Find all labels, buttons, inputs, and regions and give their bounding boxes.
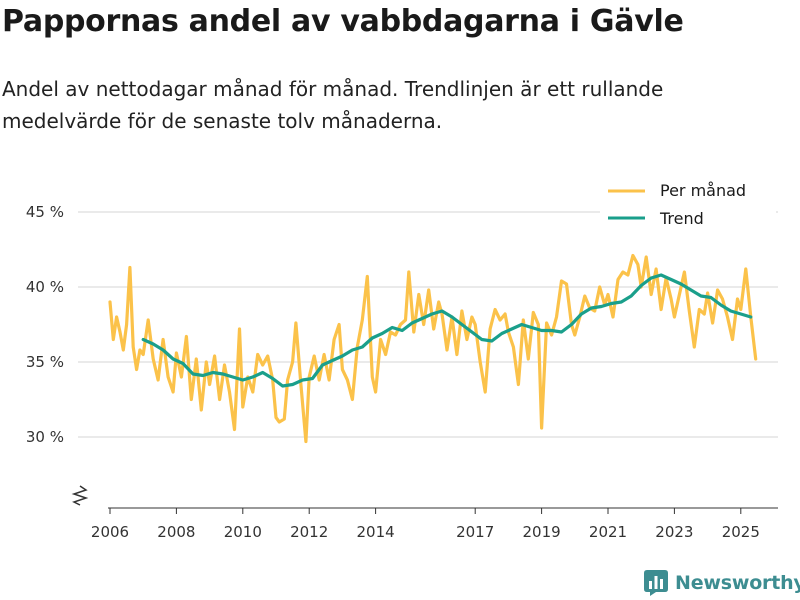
y-tick-label: 35 % [26,353,64,371]
brand-logo: Newsworthy [644,570,800,596]
series-line-per-manad [108,253,758,444]
brand-name: Newsworthy [675,572,800,594]
chart-subtitle: Andel av nettodagar månad för månad. Tre… [2,77,664,133]
chart-title: Pappornas andel av vabbdagarna i Gävle [2,4,684,39]
x-tick-label: 2017 [456,523,494,541]
legend-label-trend: Trend [659,209,704,228]
legend-label-per-manad: Per månad [660,181,746,200]
x-tick-label: 2006 [91,523,129,541]
x-tick-label: 2021 [589,523,627,541]
legend-background [600,176,776,236]
axes [71,485,778,509]
x-tick-label: 2010 [224,523,262,541]
series-line-trend [141,273,753,388]
x-tick-label: 2023 [655,523,693,541]
y-tick-label: 45 % [26,203,64,221]
legend: Per månad Trend [600,176,776,236]
series-lines [108,253,758,444]
axis-break-icon [71,485,89,506]
x-tick-label: 2014 [357,523,395,541]
bar-chart-icon [644,570,668,596]
tick-labels: 30 % 35 % 40 % 45 % 2006 2008 2010 2012 2014 2017… [26,203,760,541]
x-tick-label: 2008 [157,523,195,541]
gridlines [78,211,778,438]
x-tick-label: 2012 [290,523,328,541]
y-tick-label: 40 % [26,278,64,296]
x-tick-label: 2019 [523,523,561,541]
y-tick-label: 30 % [26,428,64,446]
x-tick-label: 2025 [722,523,760,541]
